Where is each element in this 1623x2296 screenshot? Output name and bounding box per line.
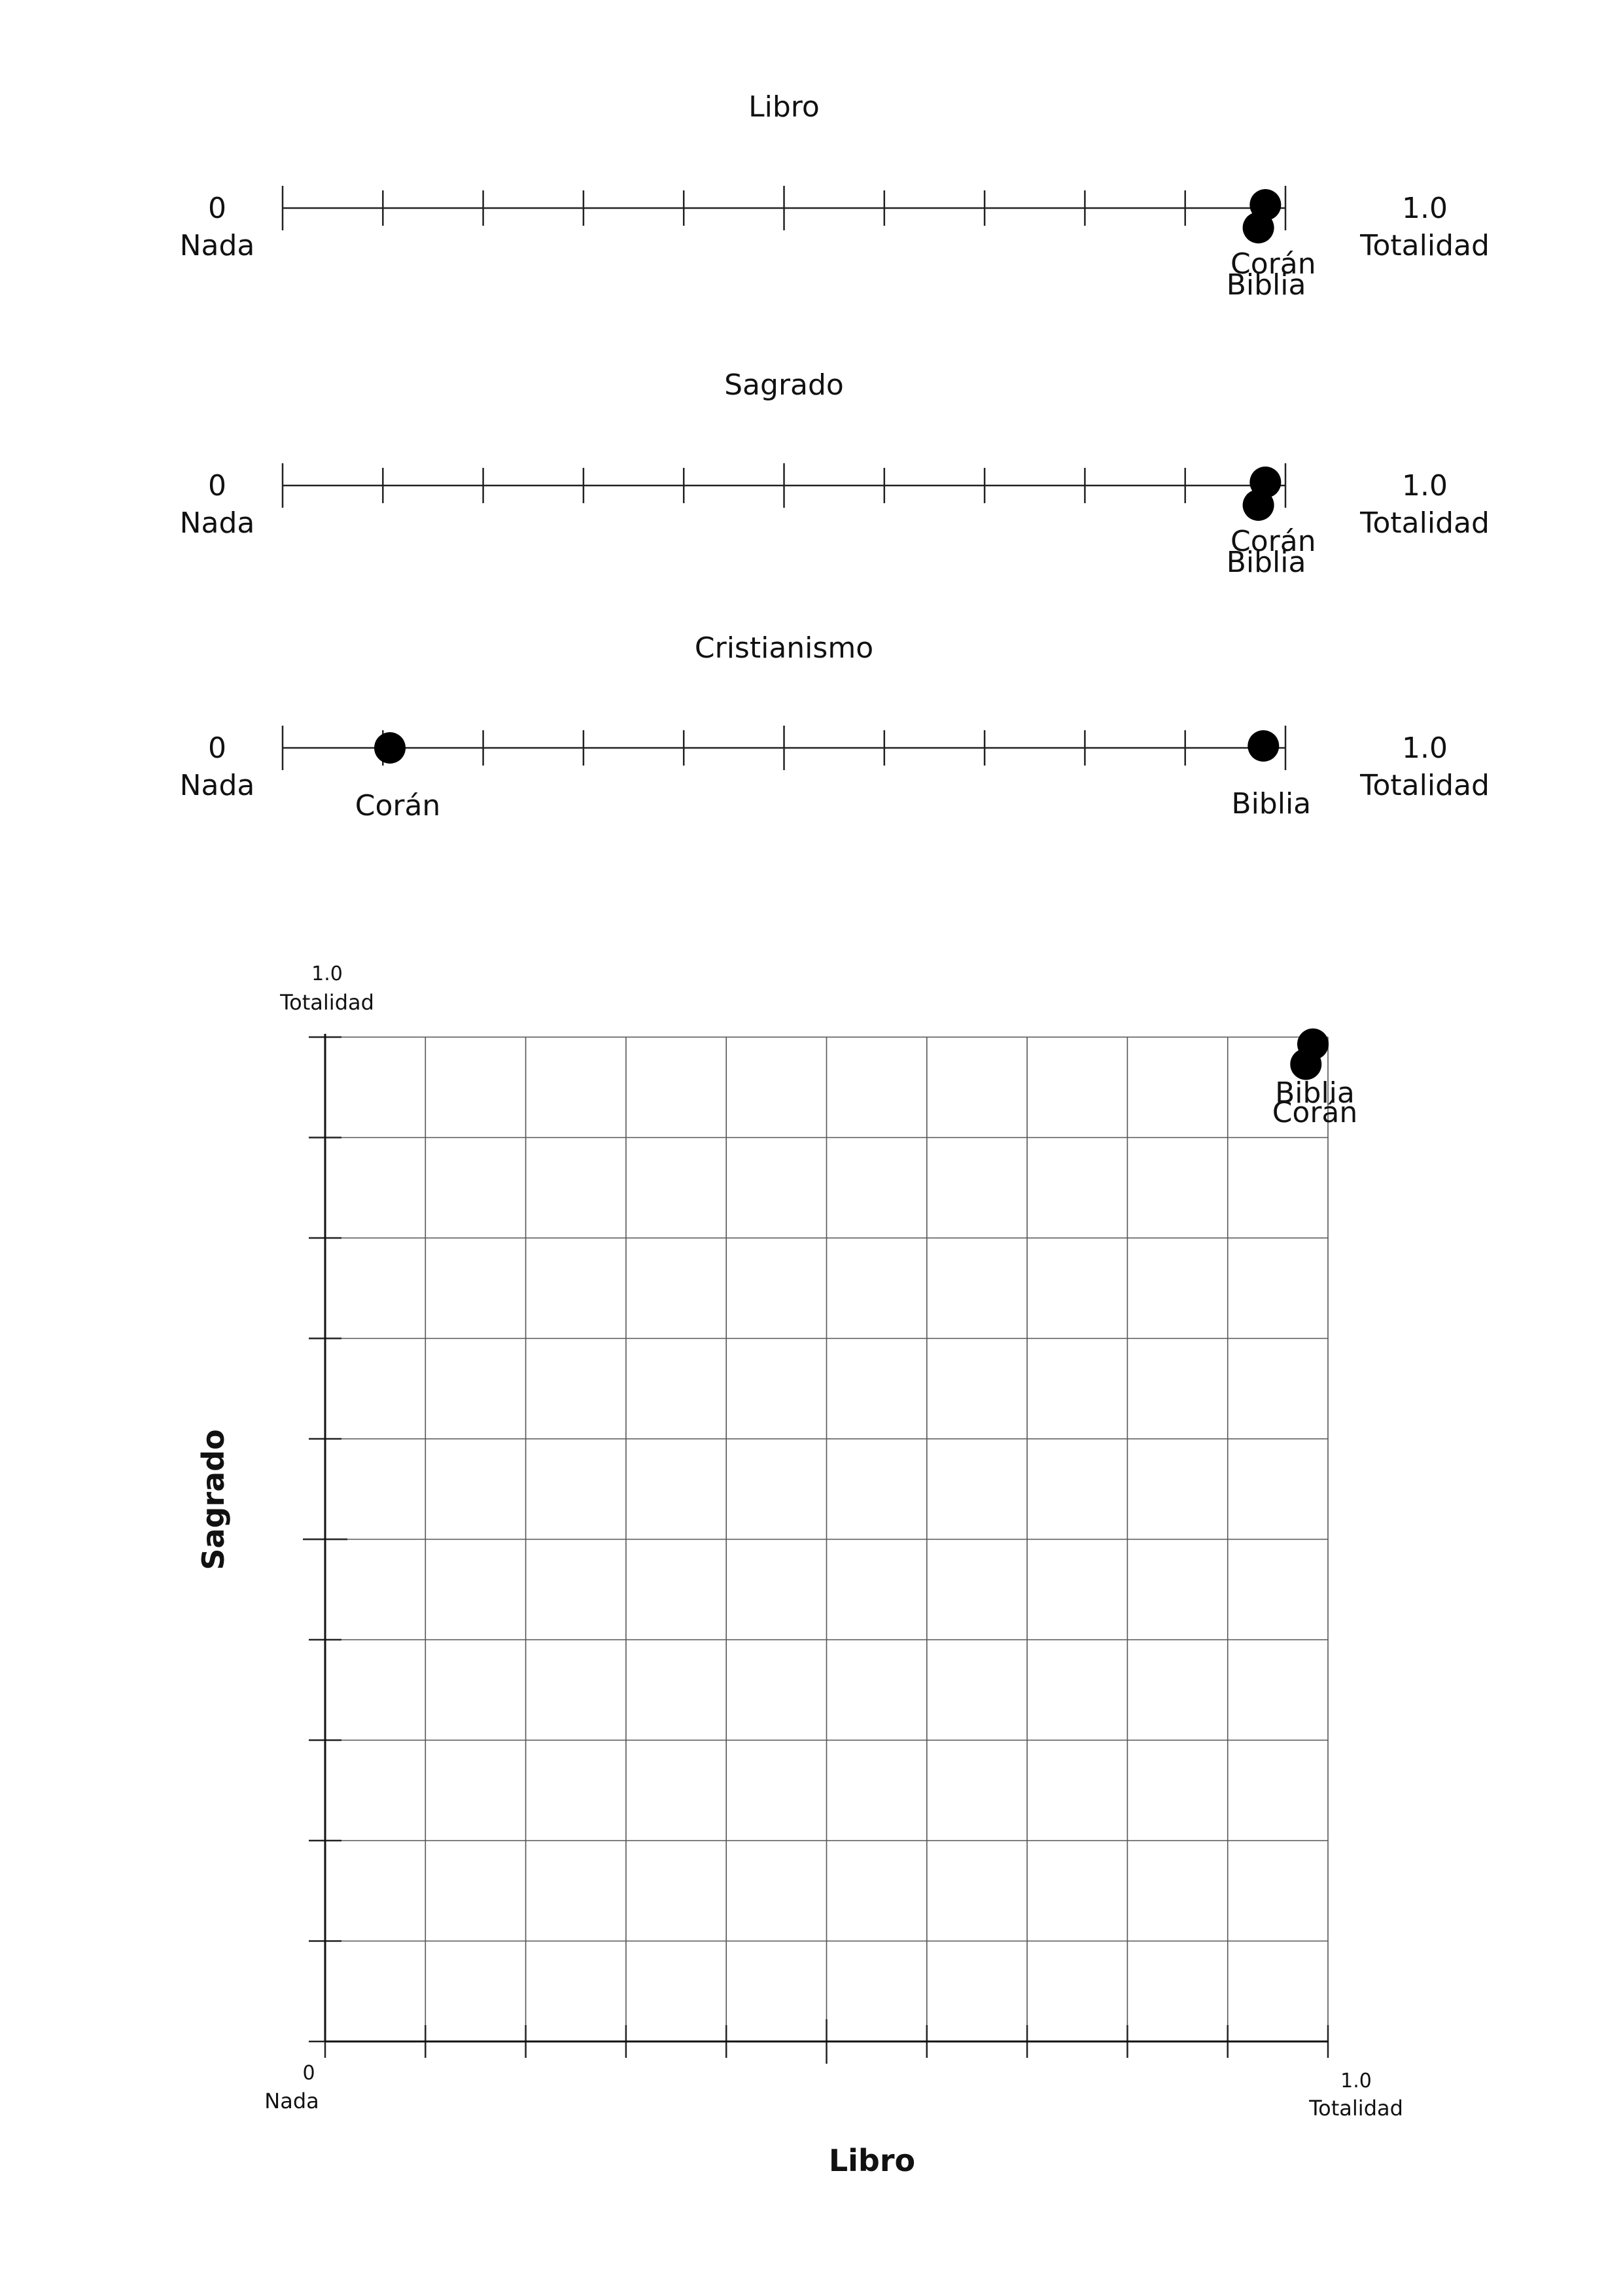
scale-min-caption: Nada — [180, 229, 255, 262]
scale-min-value: 0 — [208, 469, 226, 503]
scale-min-caption: Nada — [180, 769, 255, 802]
scale-title: Sagrado — [724, 368, 844, 402]
x-axis-label: Libro — [829, 2143, 915, 2178]
scale-min-value: 0 — [208, 192, 226, 225]
scale-title: Libro — [748, 90, 820, 124]
point-label: Corán — [1272, 1096, 1358, 1129]
point-label: Corán — [355, 789, 441, 822]
x-min-value: 0 — [302, 2062, 315, 2085]
scale-max-value: 1.0 — [1402, 192, 1448, 225]
point-label: Corán — [1230, 247, 1316, 281]
scale-max-caption: Totalidad — [1359, 229, 1490, 262]
x-min-caption: Nada — [264, 2089, 319, 2113]
point-label: Biblia — [1227, 546, 1306, 579]
point-marker — [1290, 1048, 1322, 1080]
scale-title: Cristianismo — [695, 631, 873, 665]
scale-min-caption: Nada — [180, 506, 255, 540]
scale-max-value: 1.0 — [1402, 732, 1448, 765]
scale-max-caption: Totalidad — [1359, 769, 1490, 802]
point-label: Biblia — [1227, 268, 1306, 302]
point-label: Biblia — [1231, 787, 1311, 821]
point-marker — [1242, 212, 1274, 243]
point-label: Corán — [1230, 525, 1316, 558]
y-max-caption: Totalidad — [279, 990, 374, 1015]
x-max-value: 1.0 — [1340, 2070, 1372, 2093]
scale-max-value: 1.0 — [1402, 469, 1448, 503]
scale-min-value: 0 — [208, 732, 226, 765]
y-max-value: 1.0 — [311, 963, 343, 985]
scale-max-caption: Totalidad — [1359, 506, 1490, 540]
y-axis-label: Sagrado — [196, 1429, 231, 1570]
x-max-caption: Totalidad — [1308, 2096, 1403, 2121]
point-marker — [1248, 730, 1280, 762]
point-marker — [374, 732, 406, 764]
point-marker — [1242, 489, 1274, 521]
point-label: Biblia — [1275, 1076, 1355, 1110]
